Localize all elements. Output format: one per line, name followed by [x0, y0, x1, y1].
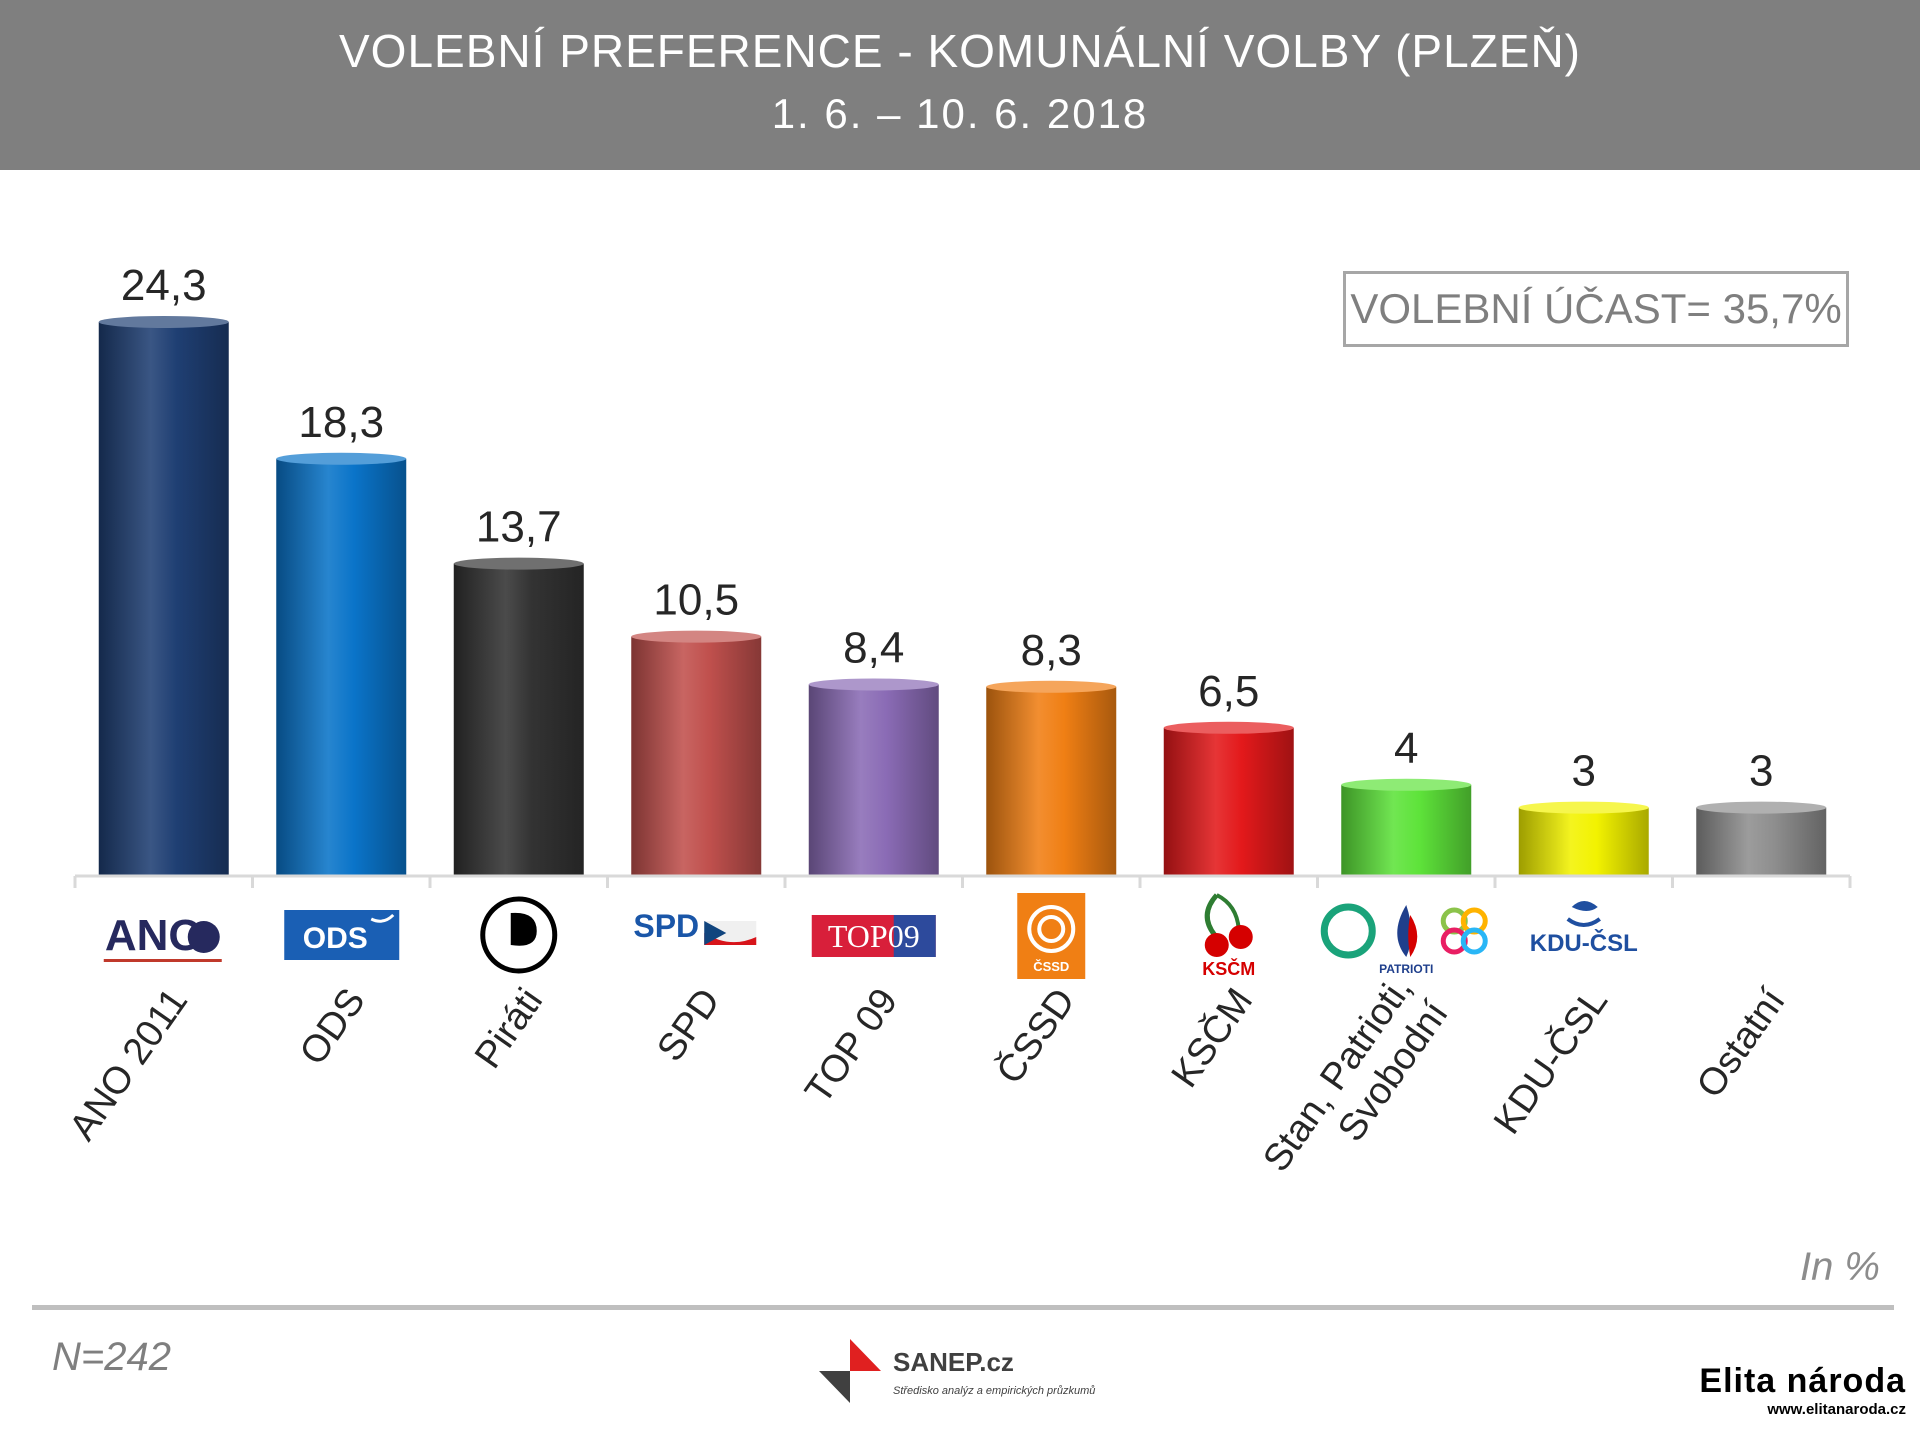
chart-subtitle: 1. 6. – 10. 6. 2018 [771, 90, 1149, 137]
bar-cap-ostatni [1696, 801, 1827, 814]
category-label-kscm: KSČM [1162, 980, 1261, 1095]
category-label-spd: SPD [649, 981, 728, 1069]
bar-pirati [453, 563, 584, 876]
stan-patrioti-svobodni-logo-icon: PATRIOTI [1320, 903, 1488, 976]
bar-cap-top-09 [808, 678, 939, 691]
bar-cap-ods [276, 452, 407, 465]
cssd-logo-icon: ČSSD [1017, 893, 1086, 979]
unit-label: In % [1799, 1245, 1880, 1289]
ods-logo-icon: ODS [284, 910, 400, 960]
header-bar: VOLEBNÍ PREFERENCE - KOMUNÁLNÍ VOLBY (PL… [0, 0, 1920, 170]
category-label-stan-patrioti-svobodni: Stan, Patrioti,Svobodní [1255, 968, 1457, 1205]
value-label-cssd: 8,3 [1021, 626, 1082, 675]
bar-kdu-csl [1518, 807, 1649, 876]
pirati-logo-icon [480, 896, 558, 974]
ano-logo-icon: ANO [103, 911, 222, 962]
spd-logo-icon: SPD [633, 908, 757, 945]
svg-text:ODS: ODS [303, 922, 368, 955]
bar-kscm [1163, 727, 1294, 876]
category-label-kdu-csl: KDU-ČSL [1484, 980, 1616, 1142]
svg-text:PATRIOTI: PATRIOTI [1379, 962, 1433, 976]
svg-text:KSČM: KSČM [1202, 958, 1255, 979]
bar-cap-cssd [986, 680, 1117, 693]
svg-text:KDU-ČSL: KDU-ČSL [1530, 929, 1638, 957]
top09-logo-icon: TOP09 [811, 915, 936, 957]
svg-text:TOP09: TOP09 [828, 918, 920, 954]
value-label-ano-2011: 24,3 [121, 261, 207, 310]
value-label-kscm: 6,5 [1198, 667, 1259, 716]
bar-ods [276, 458, 407, 876]
bar-cap-stan-patrioti-svobodni [1341, 778, 1472, 791]
svg-text:ČSSD: ČSSD [1033, 959, 1069, 974]
value-label-spd: 10,5 [653, 576, 739, 625]
value-label-ods: 18,3 [298, 398, 384, 447]
category-label-cssd: ČSSD [987, 980, 1084, 1092]
category-label-top-09: TOP 09 [797, 981, 906, 1111]
value-label-stan-patrioti-svobodni: 4 [1394, 724, 1418, 773]
value-label-top-09: 8,4 [843, 623, 904, 672]
bar-cssd [986, 686, 1117, 876]
watermark-name: Elita národa [1699, 1362, 1906, 1400]
kdu-csl-logo-icon: KDU-ČSL [1530, 901, 1638, 957]
chart-title: VOLEBNÍ PREFERENCE - KOMUNÁLNÍ VOLBY (PL… [339, 25, 1581, 77]
bar-ano-2011 [98, 321, 229, 877]
category-label-pirati: Piráti [467, 981, 551, 1076]
svg-text:SPD: SPD [633, 908, 699, 944]
watermark-url: www.elitanaroda.cz [1767, 1401, 1906, 1418]
turnout-box: VOLEBNÍ ÚČAST= 35,7% [1343, 271, 1849, 347]
value-label-kdu-csl: 3 [1572, 747, 1596, 796]
category-label-ods: ODS [292, 981, 374, 1073]
value-label-ostatni: 3 [1749, 747, 1773, 796]
footer-divider [32, 1305, 1894, 1310]
bar-top-09 [808, 684, 939, 876]
sanep-logo: SANEP.cz Středisko analýz a empirických … [815, 1335, 1115, 1415]
category-label-ostatni: Ostatní [1689, 981, 1794, 1106]
bar-cap-kdu-csl [1518, 801, 1649, 814]
bar-spd [631, 636, 762, 876]
bar-ostatni [1696, 807, 1827, 876]
svg-text:ANO: ANO [105, 911, 203, 960]
value-label-pirati: 13,7 [476, 503, 562, 552]
sanep-logo-icon [819, 1339, 881, 1403]
bar-cap-spd [631, 630, 762, 643]
watermark: Elita národa www.elitanaroda.cz [1699, 1362, 1906, 1418]
kscm-logo-icon: KSČM [1202, 893, 1255, 979]
sanep-logo-name: SANEP.cz [893, 1347, 1014, 1377]
bar-cap-ano-2011 [98, 315, 229, 328]
sanep-logo-tagline: Středisko analýz a empirických průzkumů [893, 1385, 1096, 1397]
category-label-ano-2011: ANO 2011 [62, 981, 197, 1148]
bar-stan-patrioti-svobodni [1341, 784, 1472, 876]
bar-cap-pirati [453, 557, 584, 570]
bar-cap-kscm [1163, 721, 1294, 734]
sample-size: N=242 [52, 1335, 171, 1379]
bar-chart: ANO ODS SPD TOP09 ČSSD KSČM PATRIOTI KDU-ČSL 24… [62, 261, 1852, 1205]
